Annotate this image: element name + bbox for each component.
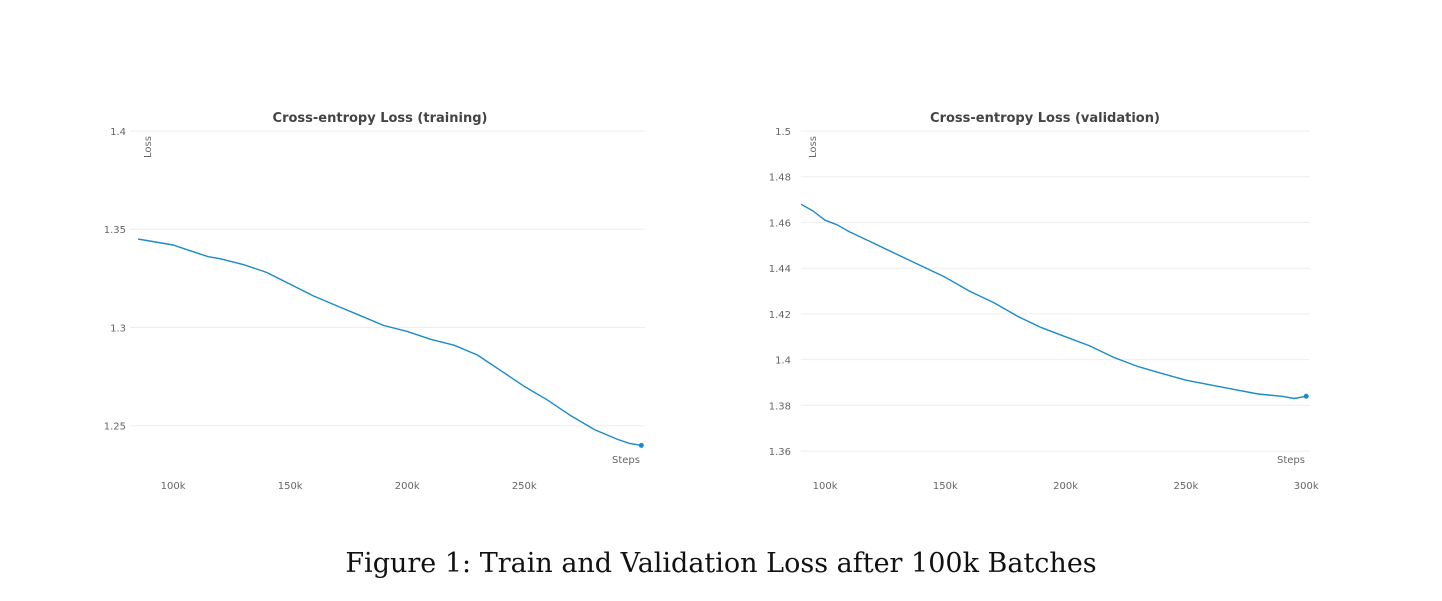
y-tick-label: 1.36 (769, 447, 791, 458)
y-tick-label: 1.4 (775, 356, 791, 367)
y-tick-label: 1.42 (769, 310, 791, 321)
y-tick-label: 1.35 (104, 225, 126, 236)
series-end-point (1303, 393, 1309, 399)
y-axis-label: Loss (808, 136, 819, 158)
plot-area (137, 238, 644, 448)
y-tick-label: 1.44 (769, 264, 791, 275)
y-tick-label: 1.5 (775, 127, 791, 138)
x-ticks: 100k 150k 200k 250k 300k (813, 481, 1319, 492)
grid-lines (801, 130, 1310, 452)
y-ticks: 1.36 1.38 1.4 1.42 1.44 1.46 1.48 1.5 (769, 127, 791, 458)
x-tick-label: 300k (1294, 481, 1319, 492)
chart-training-loss: Cross-entropy Loss (training) Loss Steps… (104, 111, 645, 492)
y-tick-label: 1.3 (110, 323, 126, 334)
x-axis-label: Steps (612, 455, 640, 466)
grid-lines (130, 130, 645, 427)
y-tick-label: 1.25 (104, 422, 126, 433)
x-tick-label: 150k (278, 481, 303, 492)
chart-validation-loss: Cross-entropy Loss (validation) Loss Ste… (769, 111, 1319, 492)
plot-area (800, 203, 1309, 400)
figure-caption: Figure 1: Train and Validation Loss afte… (345, 548, 1097, 579)
x-tick-label: 150k (933, 481, 958, 492)
y-tick-label: 1.4 (110, 127, 126, 138)
x-tick-label: 100k (161, 481, 186, 492)
y-tick-label: 1.46 (769, 218, 791, 229)
series-line (800, 203, 1307, 400)
x-tick-label: 250k (1173, 481, 1198, 492)
charts-figure: Cross-entropy Loss (training) Loss Steps… (104, 111, 1319, 492)
chart-title: Cross-entropy Loss (training) (273, 111, 488, 126)
y-tick-label: 1.38 (769, 401, 791, 412)
x-tick-label: 250k (512, 481, 537, 492)
x-axis-label: Steps (1277, 455, 1305, 466)
x-tick-label: 100k (813, 481, 838, 492)
series-line (137, 238, 642, 447)
y-axis-label: Loss (143, 136, 154, 158)
x-tick-label: 200k (1053, 481, 1078, 492)
chart-title: Cross-entropy Loss (validation) (930, 111, 1160, 126)
x-ticks: 100k 150k 200k 250k (161, 481, 537, 492)
y-ticks: 1.25 1.3 1.35 1.4 (104, 127, 126, 433)
series-end-point (638, 442, 644, 448)
x-tick-label: 200k (395, 481, 420, 492)
y-tick-label: 1.48 (769, 173, 791, 184)
